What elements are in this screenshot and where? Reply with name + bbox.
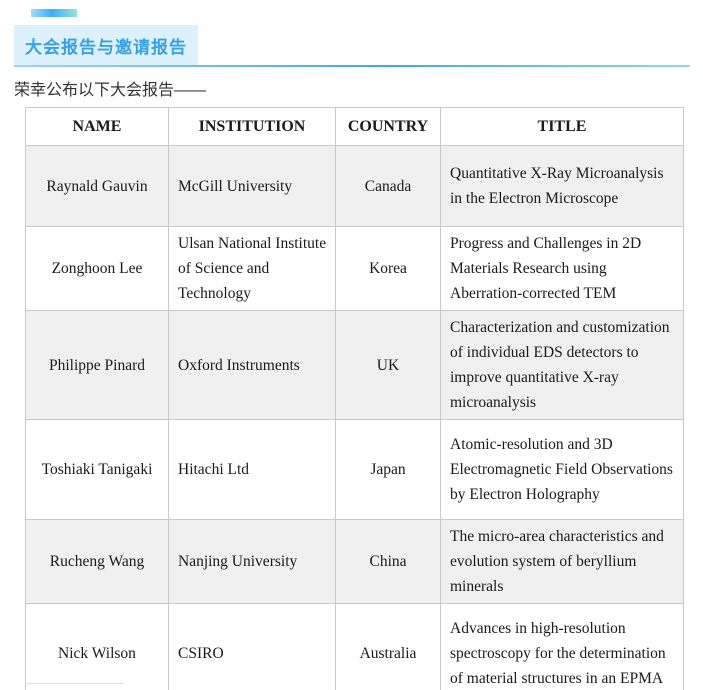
column-header-name: NAME	[25, 107, 169, 146]
cell-name: Philippe Pinard	[25, 310, 169, 420]
column-header-country: COUNTRY	[335, 107, 441, 146]
table-row: Rucheng Wang Nanjing University China Th…	[25, 519, 684, 604]
column-header-title: TITLE	[440, 107, 684, 146]
cell-name: Rucheng Wang	[25, 519, 169, 604]
cell-country: UK	[335, 310, 441, 420]
intro-paragraph: 荣幸公布以下大会报告——	[14, 82, 207, 99]
column-header-institution: INSTITUTION	[168, 107, 336, 146]
next-block-top-edge	[25, 683, 124, 684]
cell-institution: Nanjing University	[168, 519, 336, 604]
cell-name: Raynald Gauvin	[25, 145, 169, 227]
cell-title: Quantitative X-Ray Microanalysis in the …	[440, 145, 684, 227]
section-header: 大会报告与邀请报告	[14, 25, 690, 67]
cell-institution: McGill University	[168, 145, 336, 227]
section-title-box: 大会报告与邀请报告	[14, 25, 198, 65]
speakers-table: NAME INSTITUTION COUNTRY TITLE Raynald G…	[25, 107, 684, 690]
cell-name: Zonghoon Lee	[25, 226, 169, 311]
cell-country: Japan	[335, 419, 441, 520]
table-row: Zonghoon Lee Ulsan National Institute of…	[25, 226, 684, 311]
cell-institution: Ulsan National Institute of Science and …	[168, 226, 336, 311]
table-row: Raynald Gauvin McGill University Canada …	[25, 145, 684, 227]
cell-institution: Hitachi Ltd	[168, 419, 336, 520]
cell-country: Korea	[335, 226, 441, 311]
cell-country: Canada	[335, 145, 441, 227]
cell-name: Toshiaki Tanigaki	[25, 419, 169, 520]
table-row: Philippe Pinard Oxford Instruments UK Ch…	[25, 310, 684, 420]
table-row: Toshiaki Tanigaki Hitachi Ltd Japan Atom…	[25, 419, 684, 520]
cell-title: Characterization and customization of in…	[440, 310, 684, 420]
cell-title: Atomic-resolution and 3D Electromagnetic…	[440, 419, 684, 520]
cell-title: Progress and Challenges in 2D Materials …	[440, 226, 684, 311]
cell-country: Australia	[335, 603, 441, 690]
cell-name: Nick Wilson	[25, 603, 169, 690]
cell-title: The micro-area characteristics and evolu…	[440, 519, 684, 604]
section-title: 大会报告与邀请报告	[25, 38, 187, 57]
cell-title: Advances in high-resolution spectroscopy…	[440, 603, 684, 690]
table-row: Nick Wilson CSIRO Australia Advances in …	[25, 603, 684, 690]
table-header-row: NAME INSTITUTION COUNTRY TITLE	[25, 107, 684, 146]
cell-country: China	[335, 519, 441, 604]
cell-institution: Oxford Instruments	[168, 310, 336, 420]
cell-institution: CSIRO	[168, 603, 336, 690]
top-accent-bar	[31, 9, 77, 17]
